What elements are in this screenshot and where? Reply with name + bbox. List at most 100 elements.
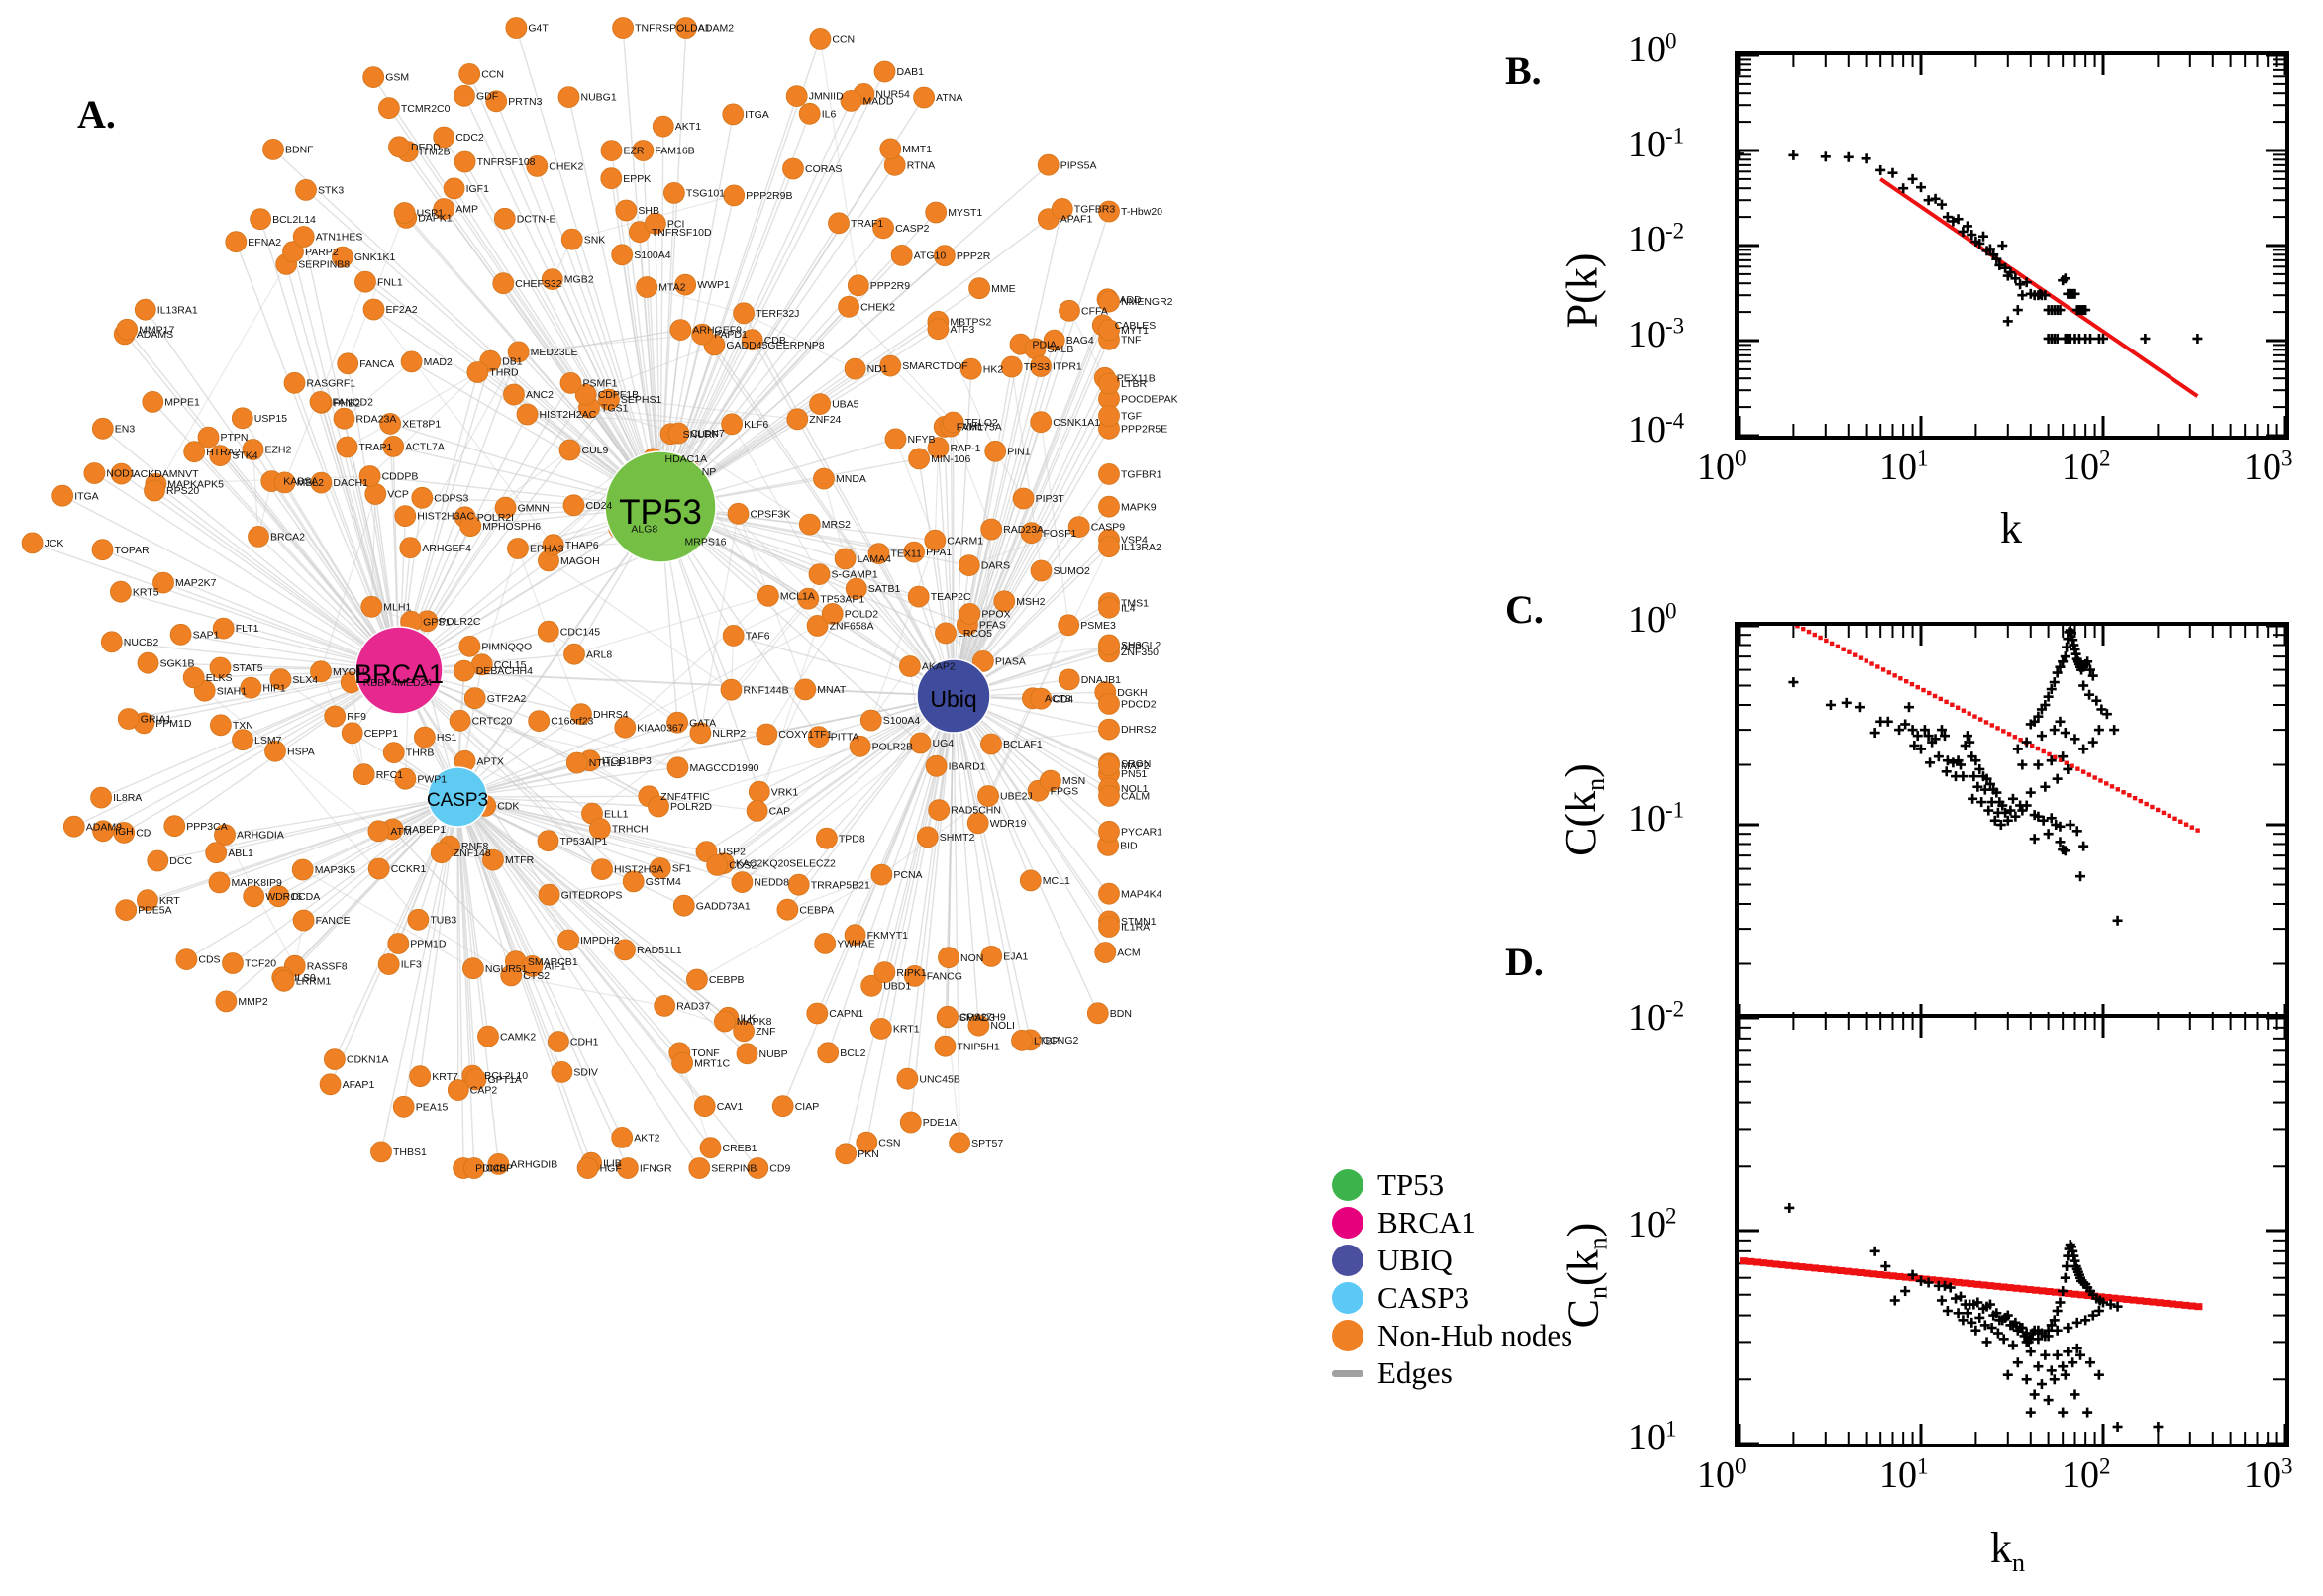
network-node[interactable]: [1000, 355, 1023, 378]
network-node[interactable]: [447, 1079, 469, 1101]
network-node[interactable]: [669, 319, 692, 342]
network-node[interactable]: [714, 1010, 736, 1033]
network-node[interactable]: [485, 90, 508, 113]
network-node[interactable]: [331, 246, 354, 268]
network-node[interactable]: [654, 995, 676, 1017]
network-node[interactable]: [980, 733, 1002, 755]
network-node[interactable]: [516, 403, 539, 426]
network-node[interactable]: [411, 486, 434, 509]
network-node[interactable]: [1043, 329, 1065, 351]
network-node[interactable]: [507, 538, 529, 559]
network-node[interactable]: [242, 439, 264, 460]
network-node[interactable]: [589, 818, 611, 840]
network-node[interactable]: [493, 207, 516, 230]
network-node[interactable]: [746, 800, 768, 822]
network-node[interactable]: [748, 780, 770, 803]
network-node[interactable]: [776, 898, 799, 921]
network-node[interactable]: [282, 241, 304, 263]
network-node[interactable]: [1098, 536, 1120, 558]
network-node[interactable]: [117, 708, 140, 730]
network-node[interactable]: [727, 502, 750, 525]
network-node[interactable]: [337, 352, 359, 375]
network-node[interactable]: [1098, 596, 1120, 619]
network-node[interactable]: [645, 212, 666, 235]
network-node[interactable]: [817, 1042, 840, 1064]
network-node[interactable]: [225, 231, 248, 253]
network-node[interactable]: [142, 390, 164, 413]
network-node[interactable]: [674, 273, 697, 296]
network-node[interactable]: [977, 785, 999, 807]
network-node[interactable]: [666, 711, 688, 734]
network-node[interactable]: [209, 656, 232, 679]
network-node[interactable]: [283, 371, 306, 394]
network-node[interactable]: [756, 723, 778, 746]
network-node[interactable]: [828, 212, 850, 235]
network-node[interactable]: [291, 858, 314, 881]
network-node[interactable]: [559, 371, 582, 394]
network-node[interactable]: [353, 763, 375, 786]
network-node[interactable]: [847, 274, 869, 297]
network-node[interactable]: [672, 894, 695, 917]
network-node[interactable]: [319, 1073, 342, 1096]
network-node[interactable]: [675, 17, 697, 39]
network-node[interactable]: [62, 815, 85, 838]
network-node[interactable]: [144, 479, 165, 502]
network-node[interactable]: [808, 563, 831, 585]
network-node[interactable]: [409, 1065, 432, 1088]
network-node[interactable]: [240, 676, 262, 699]
network-node[interactable]: [91, 417, 114, 440]
network-node[interactable]: [907, 585, 930, 608]
network-node[interactable]: [924, 529, 947, 551]
network-node[interactable]: [600, 140, 623, 162]
network-node[interactable]: [182, 666, 205, 689]
network-node[interactable]: [147, 849, 169, 872]
network-node[interactable]: [723, 184, 746, 207]
network-node[interactable]: [935, 622, 957, 645]
network-node[interactable]: [794, 678, 817, 701]
network-node[interactable]: [617, 1157, 639, 1179]
network-node[interactable]: [1094, 942, 1117, 963]
network-node[interactable]: [611, 244, 634, 266]
network-node[interactable]: [464, 1068, 487, 1091]
network-node[interactable]: [232, 729, 253, 751]
network-node[interactable]: [806, 615, 829, 637]
network-node[interactable]: [503, 383, 525, 406]
network-node[interactable]: [295, 178, 317, 201]
network-node[interactable]: [538, 883, 560, 906]
network-node[interactable]: [323, 1048, 346, 1070]
network-node[interactable]: [477, 1025, 499, 1047]
network-node[interactable]: [1098, 405, 1120, 427]
network-node[interactable]: [1030, 687, 1053, 710]
network-node[interactable]: [482, 848, 504, 871]
network-node[interactable]: [747, 1157, 769, 1179]
network-node[interactable]: [558, 439, 581, 461]
network-node[interactable]: [671, 1051, 693, 1074]
network-node[interactable]: [433, 126, 455, 149]
network-node[interactable]: [1030, 411, 1053, 434]
network-node[interactable]: [209, 714, 232, 737]
network-node[interactable]: [310, 660, 332, 683]
network-node[interactable]: [666, 756, 689, 779]
network-node[interactable]: [867, 543, 890, 564]
network-node[interactable]: [175, 948, 198, 970]
network-node[interactable]: [413, 726, 436, 748]
network-node[interactable]: [197, 426, 220, 449]
network-node[interactable]: [722, 625, 745, 647]
network-node[interactable]: [110, 462, 133, 485]
network-node[interactable]: [358, 465, 381, 487]
network-node[interactable]: [392, 1095, 415, 1118]
network-node[interactable]: [1098, 634, 1120, 656]
network-node[interactable]: [208, 871, 231, 894]
network-node[interactable]: [1098, 882, 1120, 905]
network-node[interactable]: [215, 990, 238, 1013]
network-node[interactable]: [614, 716, 637, 739]
network-node[interactable]: [1020, 522, 1043, 545]
network-node[interactable]: [927, 318, 950, 341]
network-node[interactable]: [492, 272, 515, 295]
network-node[interactable]: [394, 767, 417, 790]
network-node[interactable]: [453, 659, 475, 682]
network-node[interactable]: [1058, 668, 1080, 691]
network-node[interactable]: [856, 1131, 878, 1153]
network-node[interactable]: [721, 413, 743, 436]
network-node[interactable]: [521, 955, 544, 977]
